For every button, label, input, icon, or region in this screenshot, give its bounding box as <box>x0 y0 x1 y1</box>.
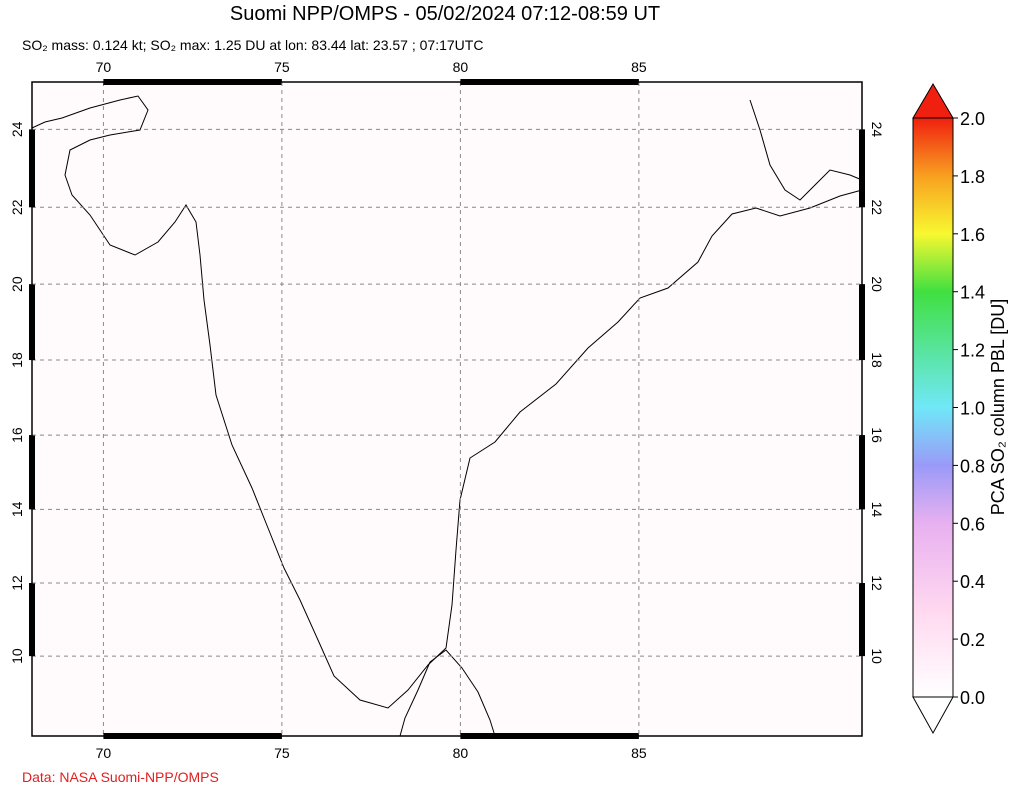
lon-tick-label-top: 70 <box>96 59 112 75</box>
subtitle: SO₂ mass: 0.124 kt; SO₂ max: 1.25 DU at … <box>22 37 483 53</box>
lat-tick-label-left: 20 <box>9 276 25 292</box>
colorbar-tick-label: 1.2 <box>960 341 985 361</box>
lat-tick-label-right: 18 <box>869 352 885 368</box>
lon-tick-label-bottom: 75 <box>274 745 290 761</box>
lat-tick-label-right: 22 <box>869 200 885 216</box>
colorbar-tick-label: 1.6 <box>960 225 985 245</box>
lat-tick-label-right: 14 <box>869 502 885 518</box>
lon-tick-label-top: 75 <box>274 59 290 75</box>
lat-tick-label-left: 24 <box>9 121 25 137</box>
colorbar-tick-label: 0.0 <box>960 688 985 708</box>
map-frame <box>31 81 863 737</box>
sri-lanka-coast <box>399 649 496 737</box>
lat-tick-label-left: 12 <box>9 575 25 591</box>
colorbar-tick-label: 0.2 <box>960 630 985 650</box>
colorbar-extend-top <box>912 83 954 119</box>
colorbar-ramp <box>912 117 954 698</box>
lat-tick-label-right: 10 <box>869 648 885 664</box>
bangladesh-coast <box>749 99 863 201</box>
coastline <box>31 95 863 737</box>
credit: Data: NASA Suomi-NPP/OMPS <box>22 769 219 785</box>
colorbar: PCA SO₂ column PBL [DU] 0.0 0.2 0.4 0.6 0.8 1… <box>912 83 1008 735</box>
lat-tick-label-left: 10 <box>9 648 25 664</box>
colorbar-tick-label: 1.8 <box>960 167 985 187</box>
lon-tick-label-top: 85 <box>631 59 647 75</box>
title: Suomi NPP/OMPS - 05/02/2024 07:12-08:59 … <box>230 3 660 25</box>
colorbar-tick-label: 1.0 <box>960 399 985 419</box>
lat-tick-label-left: 18 <box>9 352 25 368</box>
colorbar-tick-label: 0.8 <box>960 456 985 476</box>
colorbar-extend-bottom <box>912 696 954 735</box>
lat-tick-label-right: 24 <box>869 122 885 138</box>
map-area <box>32 82 862 736</box>
colorbar-tick-label: 0.6 <box>960 514 985 534</box>
lon-tick-label-bottom: 85 <box>631 745 647 761</box>
lat-tick-label-left: 22 <box>9 199 25 215</box>
lat-tick-label-right: 20 <box>869 276 885 292</box>
lat-tick-label-right: 12 <box>869 575 885 591</box>
lat-tick-label-left: 14 <box>9 501 25 517</box>
lon-tick-label-bottom: 70 <box>96 745 112 761</box>
colorbar-tick-label: 0.4 <box>960 572 985 592</box>
lon-tick-label-bottom: 80 <box>453 745 469 761</box>
colorbar-label: PCA SO₂ column PBL [DU] <box>988 299 1008 515</box>
colorbar-tick-label: 2.0 <box>960 109 985 129</box>
lon-tick-label-top: 80 <box>453 59 469 75</box>
lat-tick-label-left: 16 <box>9 427 25 443</box>
india-coast <box>31 95 863 709</box>
lat-tick-label-right: 16 <box>869 427 885 443</box>
colorbar-tick-label: 1.4 <box>960 283 985 303</box>
